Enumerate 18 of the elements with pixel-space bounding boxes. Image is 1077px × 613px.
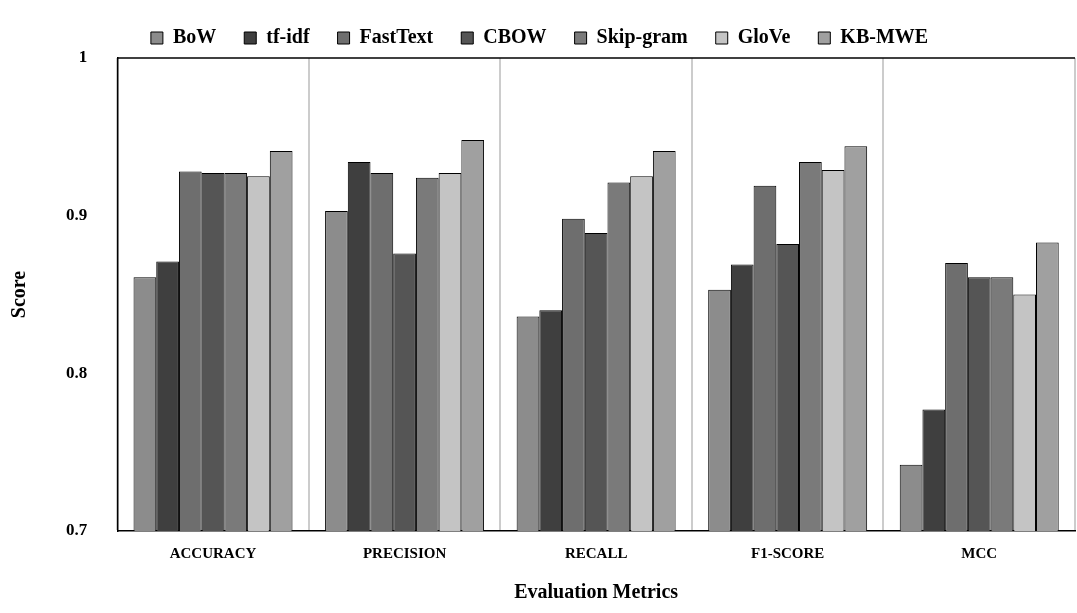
- legend-label: tf-idf: [266, 25, 310, 48]
- y-axis-title: Score: [7, 270, 30, 319]
- legend-label: BoW: [172, 25, 217, 48]
- x-tick-label: RECALL: [564, 544, 628, 561]
- legend-label: KB-MWE: [840, 25, 929, 48]
- y-tick-label: 0.7: [66, 520, 88, 540]
- y-tick-label: 0.8: [66, 362, 88, 382]
- y-tick-label: 1: [78, 47, 88, 67]
- legend-label: CBOW: [483, 25, 547, 48]
- legend-label: Skip-gram: [596, 25, 689, 49]
- legend-label: GloVe: [737, 25, 791, 48]
- x-tick-label: F1-SCORE: [751, 544, 825, 561]
- x-axis-title: Evaluation Metrics: [514, 580, 679, 603]
- y-tick-label: 0.9: [66, 205, 88, 225]
- x-tick-label: MCC: [961, 544, 998, 561]
- x-tick-label: ACCURACY: [169, 544, 257, 561]
- legend-label: FastText: [359, 25, 434, 48]
- x-tick-label: PRECISION: [362, 544, 447, 561]
